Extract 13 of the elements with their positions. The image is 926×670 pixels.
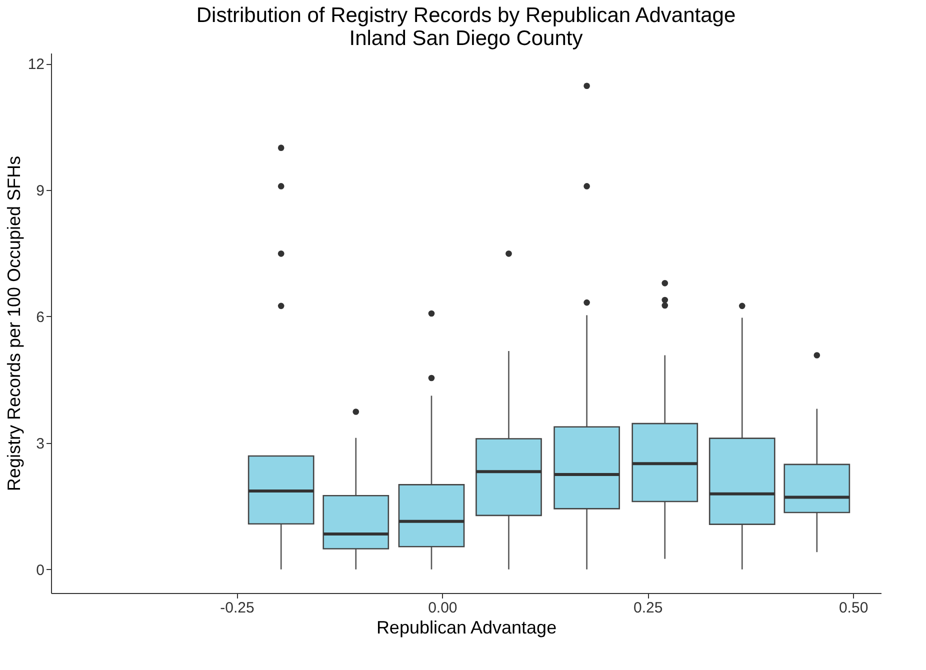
text: Inland San Diego County	[349, 27, 583, 50]
y-tick-label: 3	[36, 435, 44, 452]
y-tick-label: 6	[36, 308, 44, 326]
y-axis-title: Registry Records per 100 Occupied SFHs	[4, 156, 24, 492]
x-tick-label: 0.25	[634, 600, 663, 616]
x-axis-title: Republican Advantage	[376, 618, 557, 638]
x-tick-label: -0.25	[220, 600, 254, 616]
x-tick-label: 0.50	[838, 600, 868, 616]
y-tick-label: 0	[36, 562, 44, 579]
y-tick-label: 12	[28, 56, 44, 74]
y-tick-label: 9	[36, 182, 44, 200]
x-tick-label: 0.00	[428, 600, 458, 616]
text: Distribution of Registry Records by Republican Advantage	[196, 4, 736, 27]
